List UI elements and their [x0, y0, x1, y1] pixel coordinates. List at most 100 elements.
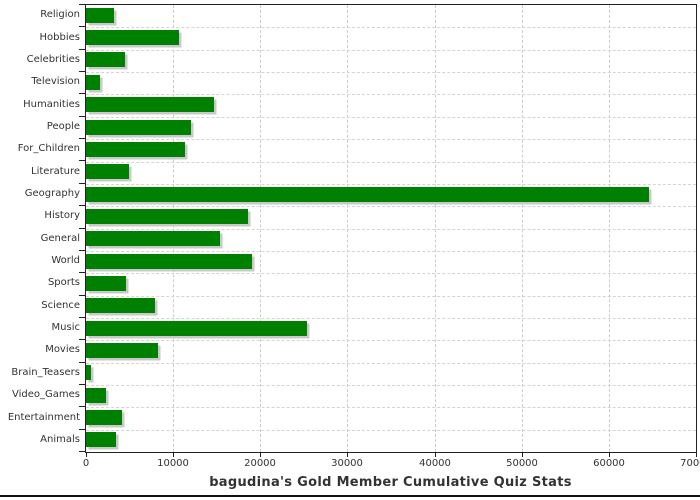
bar-literature [86, 164, 129, 180]
y-axis-tick [79, 116, 85, 117]
bar-humanities [86, 97, 215, 113]
x-axis-tick [609, 452, 610, 457]
horizontal-gridline [86, 317, 696, 319]
horizontal-gridline [86, 228, 696, 230]
x-axis-tick-label: 50000 [506, 458, 538, 469]
x-axis-tick [86, 452, 87, 457]
bar-celebrities [86, 52, 126, 68]
x-axis-tick [260, 452, 261, 457]
y-axis-tick [79, 49, 85, 50]
y-axis-tick [79, 71, 85, 72]
y-axis-tick [79, 362, 85, 363]
horizontal-gridline [86, 362, 696, 364]
horizontal-gridline [86, 161, 696, 163]
y-axis-tick [79, 93, 85, 94]
bar-television [86, 74, 101, 90]
y-axis-tick [79, 429, 85, 430]
x-axis-tick-label: 60000 [593, 458, 625, 469]
y-axis-label: Movies [45, 344, 80, 356]
x-axis-tick [173, 452, 174, 457]
y-axis-tick [79, 317, 85, 318]
horizontal-gridline [86, 116, 696, 118]
bar-music [86, 320, 307, 336]
x-axis-tick-label: 10000 [157, 458, 189, 469]
y-axis-label: World [51, 255, 80, 266]
bar-history [86, 208, 249, 224]
horizontal-gridline [86, 429, 696, 431]
chart-title: bagudina's Gold Member Cumulative Quiz S… [209, 475, 572, 490]
bar-movies [86, 342, 158, 358]
y-axis-label: Television [31, 76, 80, 88]
y-axis-label: Music [51, 322, 80, 334]
horizontal-gridline [86, 407, 696, 409]
bar-people [86, 119, 192, 135]
plot-area [85, 4, 697, 453]
bar-for_children [86, 141, 185, 157]
y-axis-label: Humanities [23, 98, 80, 110]
y-axis-label: General [40, 232, 80, 244]
bar-sports [86, 275, 126, 291]
y-axis-tick [79, 205, 85, 206]
y-axis-tick [79, 339, 85, 340]
y-axis-label: Brain_Teasers [11, 366, 80, 378]
y-axis-label: History [44, 210, 80, 222]
y-axis-label: Science [41, 299, 80, 311]
y-axis-tick [79, 295, 85, 296]
horizontal-gridline [86, 273, 696, 275]
y-axis-label: Entertainment [7, 411, 80, 423]
bar-video_games [86, 387, 106, 403]
y-axis-tick [79, 272, 85, 273]
y-axis-label: People [46, 120, 80, 132]
horizontal-gridline [86, 250, 696, 252]
horizontal-gridline [86, 27, 696, 29]
bar-science [86, 298, 155, 314]
bottom-divider [0, 495, 700, 497]
x-axis-tick [347, 452, 348, 457]
horizontal-gridline [86, 385, 696, 386]
y-axis-label: For_Children [17, 143, 80, 155]
horizontal-gridline [86, 72, 696, 74]
horizontal-gridline [86, 139, 696, 141]
bar-world [86, 253, 252, 269]
horizontal-gridline [86, 295, 696, 297]
y-axis-tick [79, 138, 85, 139]
y-axis-label: Literature [31, 165, 80, 177]
y-axis-tick [79, 228, 85, 229]
bar-hobbies [86, 30, 180, 46]
y-axis-label: Animals [40, 433, 80, 445]
y-axis-label: Geography [24, 188, 80, 199]
horizontal-gridline [86, 340, 696, 342]
y-axis-label: Celebrities [26, 53, 80, 65]
bar-geography [86, 186, 649, 202]
bar-religion [86, 7, 114, 23]
y-axis-label: Video_Games [12, 389, 80, 401]
bar-entertainment [86, 410, 122, 425]
x-axis-tick-label: 40000 [419, 458, 451, 469]
y-axis-tick [79, 4, 85, 5]
y-axis-tick [79, 406, 85, 407]
x-axis-tick-label: 30000 [331, 458, 363, 469]
horizontal-gridline [86, 206, 696, 208]
y-axis-tick [79, 250, 85, 251]
y-axis-label: Hobbies [39, 31, 80, 43]
bar-brain_teasers [86, 365, 91, 381]
horizontal-gridline [86, 49, 696, 51]
x-axis-tick-label: 0 [82, 458, 90, 469]
horizontal-gridline [86, 183, 696, 185]
x-axis-tick [522, 452, 523, 457]
y-axis-label: Religion [40, 9, 80, 21]
x-axis-tick [435, 452, 436, 457]
x-axis-tick [696, 452, 697, 457]
y-axis-tick [79, 160, 85, 161]
y-axis-label: Sports [47, 277, 80, 289]
x-axis-tick-label: 70000 [680, 458, 700, 469]
y-axis-tick [79, 183, 85, 184]
bar-general [86, 231, 221, 247]
y-axis-tick [79, 384, 85, 385]
horizontal-gridline [86, 94, 696, 96]
y-axis-tick [79, 26, 85, 27]
x-axis-tick-label: 20000 [244, 458, 276, 469]
bar-animals [86, 432, 116, 448]
y-axis-tick [79, 451, 85, 452]
